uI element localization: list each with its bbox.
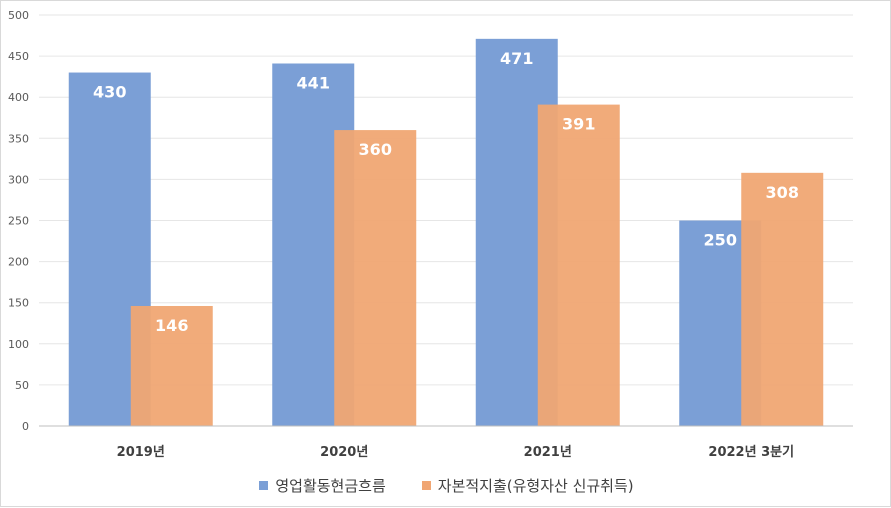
chart-legend: 영업활동현금흐름 자본적지출(유형자산 신규취득) <box>1 475 891 496</box>
x-category-label: 2020년 <box>320 445 368 460</box>
y-tick-label: 350 <box>8 132 29 145</box>
legend-swatch-capex <box>421 481 431 490</box>
legend-item-operating-cash-flow: 영업활동현금흐름 <box>259 475 386 496</box>
legend-label-capex: 자본적지출(유형자산 신규취득) <box>437 477 634 495</box>
y-tick-label: 150 <box>8 297 29 310</box>
bar-capex <box>741 172 824 426</box>
data-label-capex: 308 <box>766 183 799 202</box>
y-tick-label: 250 <box>8 215 29 228</box>
legend-swatch-operating-cash-flow <box>259 481 269 490</box>
bar-capex <box>537 104 620 427</box>
y-tick-label: 500 <box>8 9 29 22</box>
x-category-label: 2021년 <box>524 445 572 460</box>
legend-label-operating-cash-flow: 영업활동현금흐름 <box>275 477 386 495</box>
y-tick-label: 400 <box>8 91 29 104</box>
y-tick-label: 100 <box>8 338 29 351</box>
data-label-capex: 146 <box>155 316 188 335</box>
data-label-capex: 391 <box>562 115 595 134</box>
x-category-label: 2022년 3분기 <box>708 445 794 460</box>
data-label-operating-cash-flow: 471 <box>500 49 533 68</box>
data-label-operating-cash-flow: 250 <box>704 231 737 250</box>
y-tick-label: 0 <box>22 420 29 433</box>
data-label-operating-cash-flow: 430 <box>93 83 126 102</box>
bar-capex <box>334 130 417 426</box>
y-tick-label: 200 <box>8 256 29 269</box>
data-label-capex: 360 <box>359 140 392 159</box>
data-label-operating-cash-flow: 441 <box>297 73 330 92</box>
y-tick-label: 50 <box>15 379 29 392</box>
bar-capex <box>130 305 213 426</box>
y-tick-label: 300 <box>8 173 29 186</box>
y-tick-label: 450 <box>8 50 29 63</box>
legend-item-capex: 자본적지출(유형자산 신규취득) <box>421 475 634 496</box>
x-category-label: 2019년 <box>117 445 165 460</box>
